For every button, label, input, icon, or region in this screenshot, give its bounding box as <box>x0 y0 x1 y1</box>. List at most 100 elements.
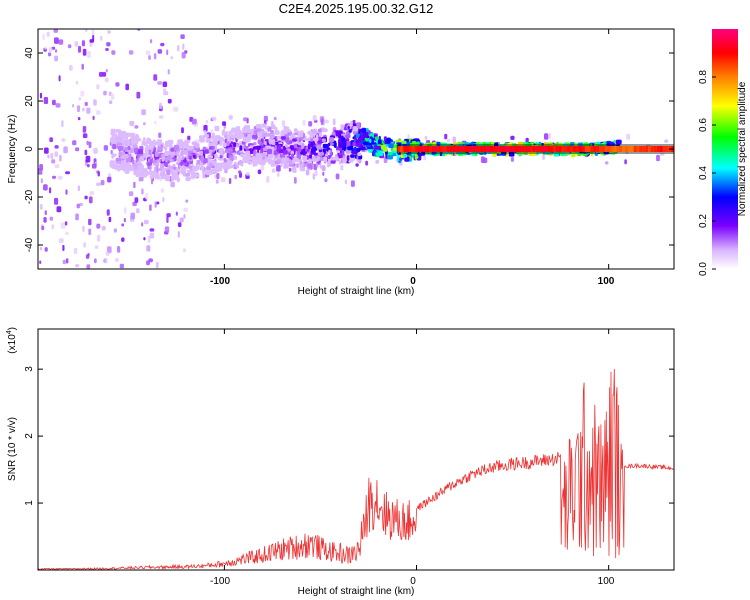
spectrogram-ridge-cell <box>411 146 415 152</box>
spectrogram-ridge-cell <box>552 146 556 152</box>
spectrogram-ridge-cell <box>596 146 600 152</box>
spectrogram-cell <box>145 50 151 55</box>
spectrogram-cell <box>257 131 260 137</box>
spectrogram-cell <box>185 199 189 203</box>
spectrogram-cell <box>243 155 248 160</box>
spectrogram-cell <box>258 154 263 160</box>
spectrogram-cell <box>164 157 169 162</box>
chart-title: C2E4.2025.195.00.32.G12 <box>279 1 434 16</box>
spectrogram-cell <box>257 139 262 145</box>
spectrogram-cell <box>414 153 418 160</box>
spectrogram-cell <box>292 159 296 164</box>
spectrogram-cell <box>480 156 485 163</box>
spectrogram-cell <box>125 150 128 155</box>
spectrogram-cell <box>133 147 138 153</box>
spectrogram-cell <box>324 178 328 183</box>
spectrogram-cell <box>143 172 147 178</box>
spectrogram-cell <box>345 149 351 154</box>
spectrogram-cell <box>121 237 125 242</box>
spectrogram-cell <box>115 157 122 162</box>
spectrogram-cell <box>214 174 217 179</box>
spectrogram-ridge-cell <box>529 146 533 152</box>
spectrogram-cell <box>170 165 174 170</box>
spectrogram-ridge-cell <box>466 146 470 152</box>
spectrogram-cell <box>94 245 99 249</box>
spectrogram-cell <box>386 151 393 156</box>
spectrogram-cell <box>77 117 81 121</box>
spectrogram-cell <box>128 191 134 197</box>
spectrogram-cell <box>51 224 54 230</box>
spectrogram-cell <box>312 115 317 121</box>
spectrogram-cell <box>274 126 278 133</box>
spectrogram-cell <box>123 134 128 139</box>
spectrogram-cell <box>132 144 137 149</box>
spectrogram-cell <box>447 138 451 143</box>
spectrogram-cell <box>75 213 79 221</box>
spectrogram-ylabel: Frequency (Hz) <box>7 115 18 184</box>
spectrogram-cell <box>347 155 350 161</box>
spectrogram-cell <box>76 203 80 209</box>
spectrogram-cell <box>158 146 162 152</box>
spectrogram-cell <box>357 137 362 143</box>
spectrogram-ridge-cell <box>509 146 513 152</box>
spectrogram-tick-y-40: 40 <box>24 47 35 59</box>
spectrogram-cell <box>104 77 109 83</box>
spectrogram-cell <box>195 143 199 149</box>
spectrogram-cell <box>143 219 149 225</box>
snr-xlabel: Height of straight line (km) <box>298 586 415 597</box>
spectrogram-cell <box>356 155 359 160</box>
spectrogram-cell <box>206 166 211 171</box>
spectrogram-ridge-cell <box>570 146 574 152</box>
spectrogram-cell <box>542 153 545 160</box>
spectrogram-cell <box>178 155 184 161</box>
spectrogram-cell <box>128 166 135 171</box>
snr-tick-y-3: 3 <box>24 366 35 372</box>
spectrogram-ridge-cell <box>417 146 421 152</box>
spectrogram-ridge-cell <box>527 146 530 152</box>
spectrogram-cell <box>39 260 42 264</box>
spectrogram-cell <box>247 160 253 165</box>
spectrogram-cell <box>97 171 100 177</box>
spectrogram-cell <box>298 146 302 153</box>
spectrogram-cell <box>130 147 134 154</box>
spectrogram-cell <box>44 210 47 216</box>
spectrogram-cell <box>151 177 154 185</box>
spectrogram-cell <box>105 251 110 256</box>
spectrogram-cell <box>310 146 315 153</box>
spectrogram-cell <box>111 153 117 157</box>
spectrogram-cell <box>203 124 208 132</box>
spectrogram-cell <box>154 151 159 157</box>
spectrogram-cell <box>85 155 91 163</box>
spectrogram-cell <box>96 182 101 186</box>
spectrogram-cell <box>314 169 318 177</box>
spectrogram-cell <box>93 147 98 154</box>
spectrogram-cell <box>211 168 217 174</box>
spectrogram-cell <box>166 216 169 223</box>
snr-panel: -100 0 100 Height of straight line (km) … <box>6 327 675 597</box>
spectrogram-ridge-cell <box>452 146 456 152</box>
spectrogram-cell <box>88 218 92 226</box>
spectrogram-cell <box>132 201 137 207</box>
spectrogram-cell <box>340 124 344 130</box>
spectrogram-cell <box>108 91 112 96</box>
spectrogram-cell <box>283 129 288 135</box>
spectrogram-cell <box>260 138 264 143</box>
spectrogram-ridge-cell <box>645 146 649 152</box>
spectrogram-cell <box>146 245 151 252</box>
spectrogram-cell <box>145 144 149 148</box>
spectrogram-cell <box>47 52 52 57</box>
spectrogram-cell <box>57 175 63 180</box>
spectrogram-ridge-cell <box>625 146 628 152</box>
spectrogram-cell <box>65 171 70 175</box>
spectrogram-cell <box>72 104 75 108</box>
spectrogram-cell <box>211 116 217 121</box>
spectrogram-cell <box>401 140 407 144</box>
spectrogram-cell <box>107 30 111 34</box>
spectrogram-cell <box>117 145 124 151</box>
spectrogram-cell <box>247 129 253 133</box>
spectrogram-cell <box>321 128 328 133</box>
spectrogram-cell <box>355 163 359 167</box>
spectrogram-cell <box>229 150 232 155</box>
spectrogram-cell <box>242 136 247 142</box>
spectrogram-cell <box>232 142 237 147</box>
